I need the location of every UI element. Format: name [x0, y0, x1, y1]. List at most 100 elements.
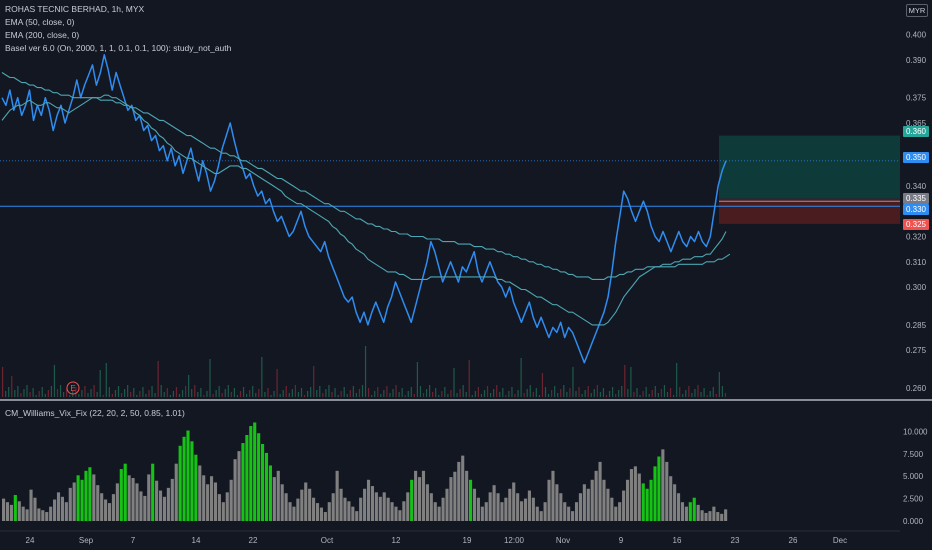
vix-axis[interactable]: 10.000 7.500 5.000 2.500 0.000 [903, 427, 928, 526]
volume-bar [108, 387, 110, 397]
volume-bar [712, 387, 714, 397]
vix-bar [107, 503, 112, 521]
vix-bar [104, 499, 108, 521]
volume-bar [166, 388, 168, 397]
vix-bar [378, 496, 382, 521]
vix-bar [359, 497, 363, 521]
volume-bar [569, 388, 571, 397]
vix-bar [45, 512, 49, 521]
volume-bar [114, 390, 117, 397]
vix-bar [574, 502, 579, 521]
vix-bar [708, 511, 712, 521]
vix-bar [417, 477, 422, 521]
volume-bar [38, 391, 40, 397]
volume-bar [706, 395, 708, 397]
vix-bar [209, 476, 214, 521]
volume-bar [596, 385, 598, 397]
volume-bar [163, 392, 165, 397]
volume-bar [44, 394, 46, 397]
volume-bar [621, 386, 623, 397]
price-line[interactable] [1, 54, 727, 364]
price-axis[interactable]: 0.400 0.390 0.375 0.365 0.340 0.320 0.310 0.300… [906, 31, 927, 393]
volume-bar [541, 373, 544, 397]
time-axis[interactable]: 24 Sep 7 14 22 Oct 12 19 12:00 Nov 9 16 23 26 Dec [26, 536, 848, 545]
vix-bar [2, 498, 6, 521]
volume-bar [486, 386, 489, 397]
vix-bar [72, 482, 76, 521]
vix-bar [170, 478, 174, 521]
study-vix-fix[interactable]: CM_Williams_Vix_Fix (22, 20, 2, 50, 0.85… [5, 408, 185, 418]
currency-label[interactable]: MYR [906, 4, 928, 17]
vix-bar [500, 502, 504, 521]
volume-bar [523, 393, 525, 397]
vix-bar [355, 511, 359, 521]
vix-bar [64, 502, 68, 521]
volume-bar [322, 393, 324, 397]
time-tick-label: Dec [833, 536, 847, 545]
study-basel[interactable]: Basel ver 6.0 (On, 2000, 1, 1, 0.1, 0.1,… [5, 43, 232, 53]
study-ema-200[interactable]: EMA (200, close, 0) [5, 30, 80, 40]
volume-bar [285, 386, 287, 397]
vix-bar [131, 478, 135, 521]
time-tick-label: 24 [26, 536, 35, 545]
volume-bar [334, 388, 336, 397]
volume-bar [532, 392, 534, 397]
vix-bar [688, 502, 692, 521]
vix-bar [178, 445, 182, 521]
vix-bar [386, 497, 390, 521]
volume-bar [20, 393, 22, 397]
vix-bar [315, 503, 320, 521]
volume-bar [303, 395, 306, 397]
volume-bar [407, 391, 409, 397]
volume-bar [276, 369, 278, 397]
vix-bar [351, 506, 355, 521]
vix-bar [461, 455, 465, 521]
vix-bar [151, 463, 155, 521]
vix-bar [53, 499, 57, 521]
vix-bar [335, 470, 339, 521]
time-tick-label: Nov [556, 536, 570, 545]
volume-bar [75, 387, 77, 397]
price-tick-label: 0.285 [906, 321, 927, 330]
volume-bar [120, 393, 123, 397]
volume-bar [447, 394, 449, 397]
volume-bar [331, 392, 333, 397]
volume-bar [517, 390, 519, 397]
volume-bar [682, 394, 684, 397]
vix-bar [268, 465, 272, 521]
earnings-label: E [70, 384, 75, 393]
earnings-marker[interactable]: E [66, 381, 80, 395]
vix-bar [49, 506, 53, 521]
volume-bar [361, 385, 364, 397]
volume-bar [505, 395, 507, 397]
vix-bar [641, 483, 645, 521]
volume-bar [35, 395, 37, 397]
vix-bar [288, 502, 292, 521]
volume-bar [551, 390, 553, 397]
vix-bar [716, 512, 720, 521]
ema-50-line[interactable] [1, 94, 727, 326]
volume-bar [209, 359, 211, 397]
volume-bar [590, 393, 592, 397]
vix-bar [13, 495, 17, 521]
volume-bar [215, 390, 217, 397]
volume-bar [496, 385, 498, 397]
time-tick-label: Oct [321, 536, 334, 545]
vix-bar [676, 493, 681, 521]
ema-200-line[interactable] [1, 72, 731, 280]
volume-bar [261, 357, 263, 397]
vix-bar [406, 492, 410, 521]
vix-bar [468, 479, 473, 521]
volume-bar [233, 388, 235, 397]
volume-bar [249, 390, 251, 397]
vix-bar [618, 502, 622, 521]
time-tick-label: 12 [392, 536, 401, 545]
volume-bar [642, 391, 644, 397]
study-ema-50[interactable]: EMA (50, close, 0) [5, 17, 75, 27]
symbol-title[interactable]: ROHAS TECNIC BERHAD, 1h, MYX [5, 4, 145, 14]
volume-bar [310, 387, 312, 397]
volume-bar [377, 387, 379, 397]
vix-bar [441, 497, 445, 521]
